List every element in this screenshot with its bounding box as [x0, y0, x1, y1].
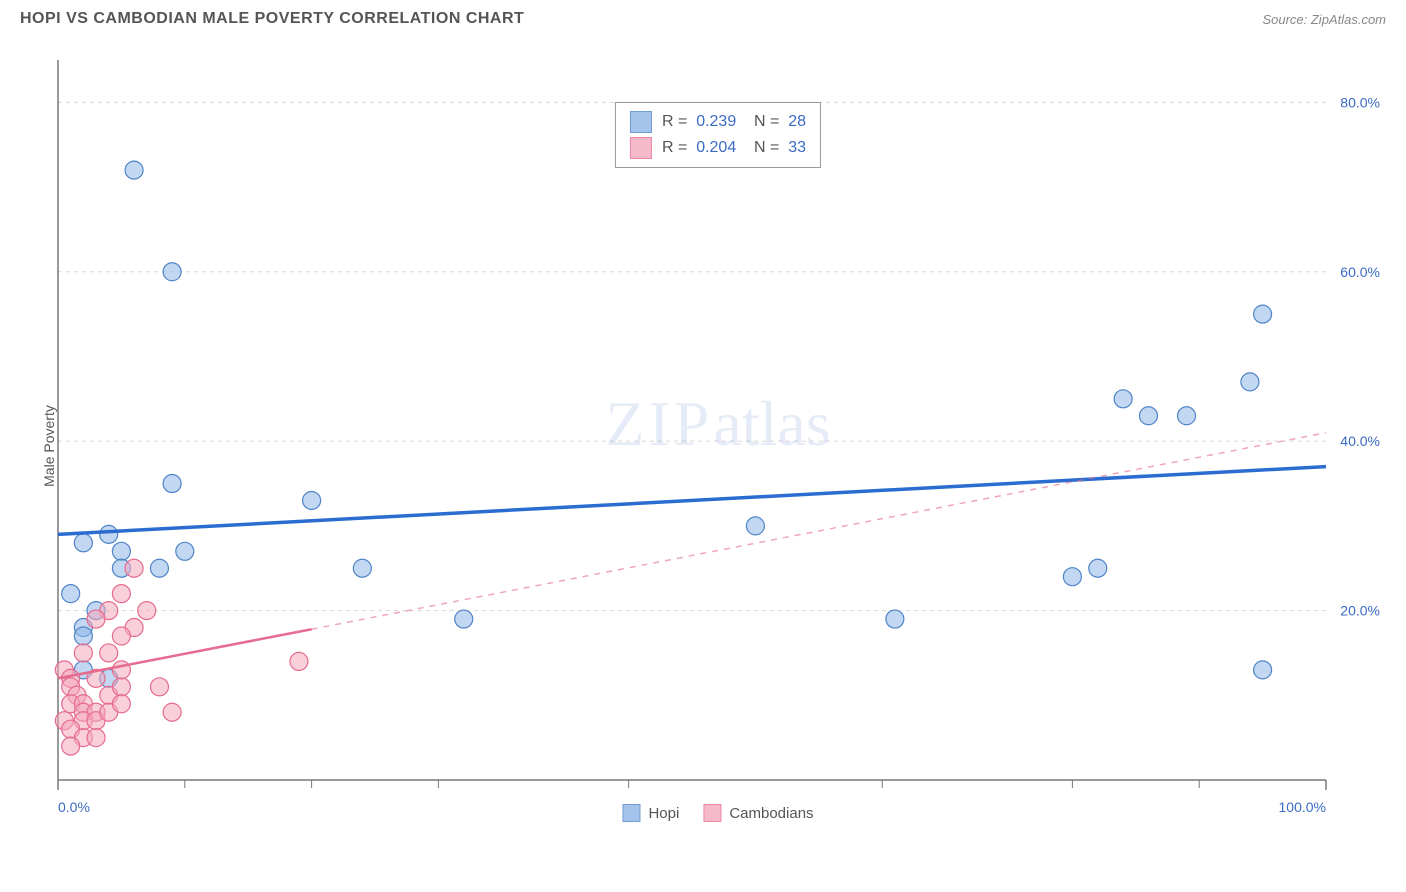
series-legend: Hopi Cambodians — [622, 804, 813, 822]
svg-text:80.0%: 80.0% — [1340, 94, 1380, 110]
header: HOPI VS CAMBODIAN MALE POVERTY CORRELATI… — [0, 0, 1406, 28]
legend-label: Hopi — [648, 805, 679, 822]
stats-legend-row-cambodians: R = 0.204 N = 33 — [630, 135, 806, 161]
legend-item-cambodians: Cambodians — [703, 804, 813, 822]
svg-text:60.0%: 60.0% — [1340, 264, 1380, 280]
y-axis-label: Male Poverty — [41, 405, 57, 487]
legend-item-hopi: Hopi — [622, 804, 679, 822]
legend-stats-cambodians: R = 0.204 N = 33 — [662, 139, 806, 157]
source-label: Source: ZipAtlas.com — [1262, 12, 1386, 27]
stats-legend: R = 0.239 N = 28 R = 0.204 N = 33 — [615, 102, 821, 168]
legend-swatch-icon — [703, 804, 721, 822]
chart-container: 20.0%40.0%60.0%80.0%0.0%100.0% ZIPatlas … — [50, 50, 1386, 830]
legend-swatch-cambodians — [630, 137, 652, 159]
legend-stats-hopi: R = 0.239 N = 28 — [662, 113, 806, 131]
svg-text:100.0%: 100.0% — [1279, 799, 1326, 815]
chart-title: HOPI VS CAMBODIAN MALE POVERTY CORRELATI… — [20, 10, 524, 28]
legend-label: Cambodians — [729, 805, 813, 822]
svg-text:20.0%: 20.0% — [1340, 603, 1380, 619]
legend-swatch-icon — [622, 804, 640, 822]
svg-text:40.0%: 40.0% — [1340, 433, 1380, 449]
legend-swatch-hopi — [630, 111, 652, 133]
svg-text:0.0%: 0.0% — [58, 799, 90, 815]
stats-legend-row-hopi: R = 0.239 N = 28 — [630, 109, 806, 135]
